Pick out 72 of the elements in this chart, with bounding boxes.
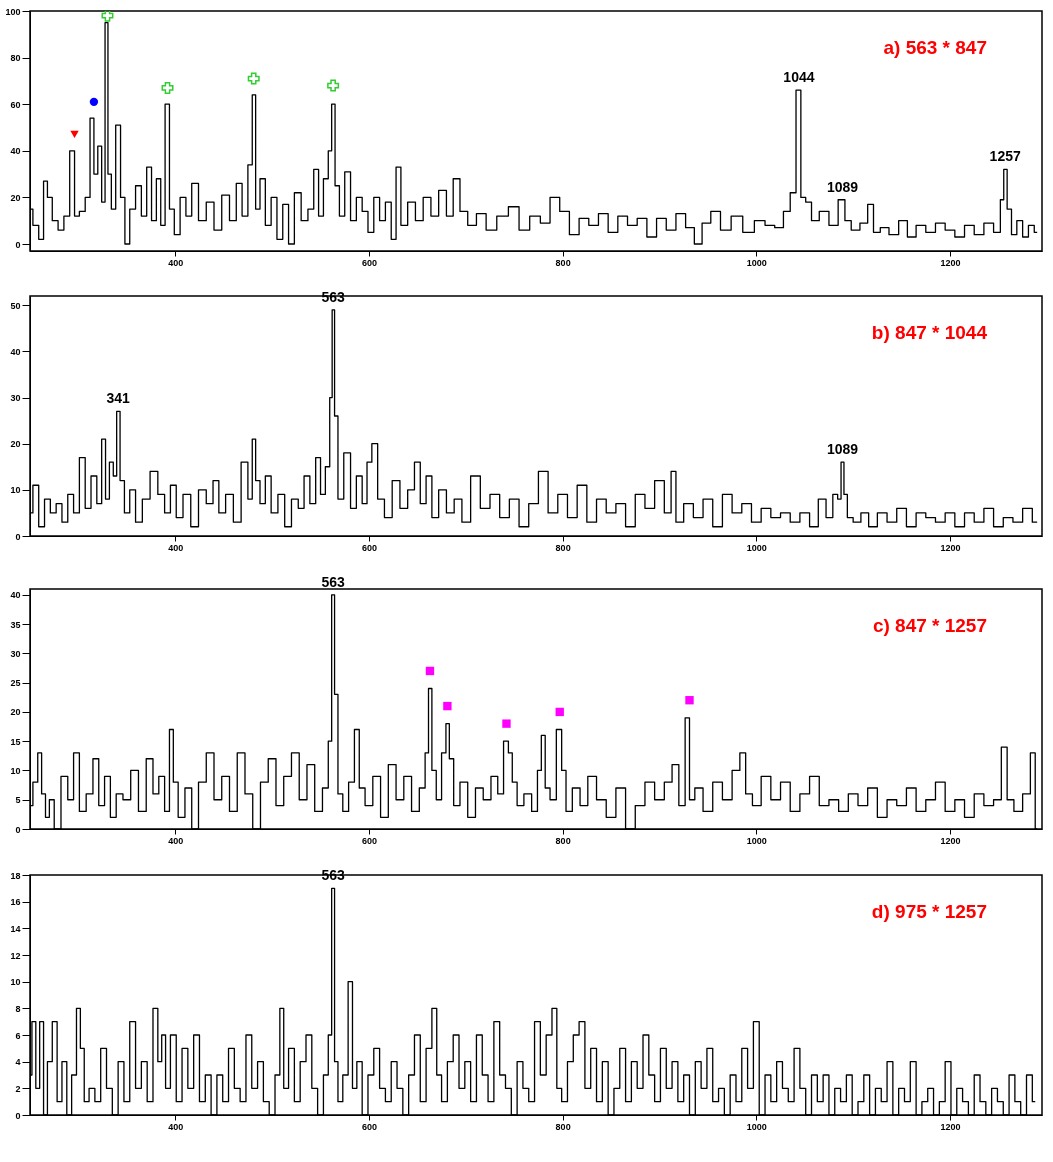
annotation: 1044 [783,69,815,86]
point [443,701,452,711]
y-tick-label: 40 [10,590,21,601]
y-tick-label: 40 [10,346,21,357]
y-tick-label: 25 [10,678,21,689]
text: c) 847 * 1257 [872,615,987,636]
y-tick-label: 8 [15,1003,21,1014]
x-tick-label: 600 [361,835,377,846]
annotation: 1089 [826,441,859,458]
x-tick-label: 400 [168,1121,184,1132]
point [555,707,564,717]
y-tick-label: 2 [15,1083,21,1094]
y-tick-label: 20 [10,439,21,450]
text: a) 563 * 847 [883,37,987,58]
y-tick-label: 40 [10,146,21,157]
point [502,719,511,728]
annotation: 341 [106,390,131,407]
text: d) 975 * 1257 [871,901,987,922]
x-tick-label: 1000 [746,542,767,553]
y-tick-label: 10 [10,765,21,776]
point [70,130,79,139]
y-tick-label: 30 [10,393,21,404]
y-tick-label: 14 [10,923,21,934]
y-tick-label: 50 [10,300,21,311]
y-tick-label: 35 [10,619,21,630]
point [425,666,435,676]
y-tick-label: 10 [10,485,21,496]
text: b) 847 * 1044 [871,322,988,343]
y-tick-label: 5 [15,795,21,806]
x-tick-label: 400 [168,542,184,553]
x-tick-label: 800 [555,542,571,553]
y-tick-label: 80 [10,53,21,64]
y-tick-label: 100 [5,6,21,17]
y-tick-label: 10 [10,977,21,988]
x-tick-label: 1000 [746,257,767,268]
y-tick-label: 16 [10,897,21,908]
y-tick-label: 15 [10,736,21,747]
y-tick-label: 12 [10,950,21,961]
annotation: 1257 [989,148,1021,165]
y-tick-label: 0 [15,1110,21,1121]
x-tick-label: 1200 [940,1121,961,1132]
x-tick-label: 800 [555,835,571,846]
y-tick-label: 60 [10,99,21,110]
x-tick-label: 400 [168,835,184,846]
y-tick-label: 6 [15,1030,21,1041]
y-tick-label: 0 [15,239,21,250]
annotation: 1089 [826,178,859,195]
x-tick-label: 1000 [746,835,767,846]
x-tick-label: 600 [361,1121,377,1132]
x-tick-label: 1200 [940,257,961,268]
x-tick-label: 1000 [746,1121,767,1132]
y-tick-label: 30 [10,648,21,659]
point [161,81,174,94]
y-tick-label: 0 [15,824,21,835]
x-tick-label: 400 [168,257,184,268]
x-tick-label: 600 [361,257,377,268]
y-tick-label: 20 [10,707,21,718]
x-tick-label: 1200 [940,542,961,553]
x-tick-label: 1200 [940,835,961,846]
y-tick-label: 0 [15,531,21,542]
point [101,11,114,22]
x-tick-label: 600 [361,542,377,553]
y-tick-label: 20 [10,192,21,203]
x-tick-label: 800 [555,257,571,268]
point [247,72,260,85]
point [327,79,340,92]
y-tick-label: 4 [15,1057,21,1068]
y-tick-label: 18 [10,870,21,881]
point [685,696,694,705]
x-tick-label: 800 [555,1121,571,1132]
point [89,97,99,107]
annotation: 563 [321,573,346,590]
